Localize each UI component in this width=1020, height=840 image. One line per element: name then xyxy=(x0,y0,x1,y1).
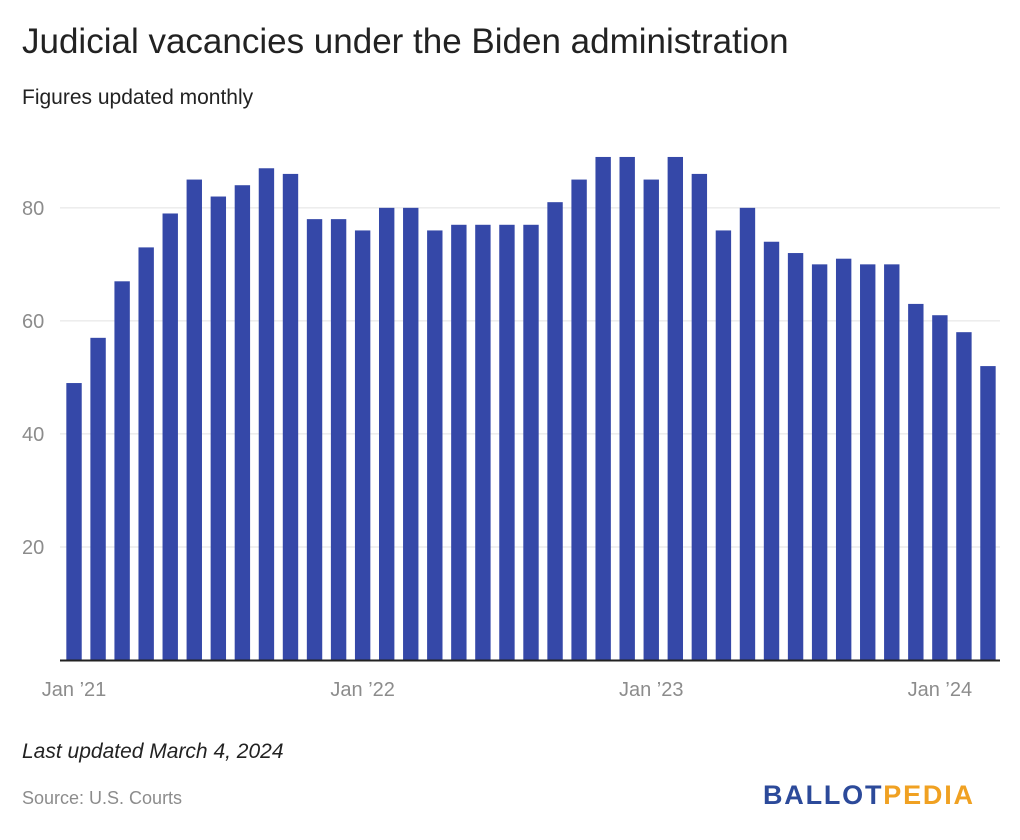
bar xyxy=(258,168,275,660)
bar xyxy=(619,156,635,660)
bar xyxy=(162,213,178,660)
logo-pedia-text: PEDIA xyxy=(883,780,975,810)
ballotpedia-logo: BALLOTPEDIA xyxy=(763,780,975,811)
y-tick-label: 40 xyxy=(22,424,44,446)
y-tick-label: 80 xyxy=(22,198,44,220)
bar xyxy=(667,156,684,660)
bar xyxy=(547,202,563,660)
bar xyxy=(523,224,539,661)
x-tick-label: Jan ’21 xyxy=(42,679,107,701)
chart-subtitle: Figures updated monthly xyxy=(22,86,254,109)
bar xyxy=(643,179,659,660)
bar xyxy=(186,179,202,660)
bar xyxy=(956,332,972,660)
bar xyxy=(932,315,948,660)
bar xyxy=(860,264,876,660)
bar xyxy=(835,258,852,660)
bar xyxy=(715,230,732,660)
bar xyxy=(980,366,996,660)
x-tick-label: Jan ’22 xyxy=(330,679,395,701)
bar xyxy=(739,207,756,660)
bar-chart: 20 40 60 80 Jan ’21 Jan ’22 Jan ’23 Jan ’24 xyxy=(22,156,1000,701)
bar xyxy=(306,219,323,660)
y-tick-label: 20 xyxy=(22,537,44,559)
x-tick-label: Jan ’24 xyxy=(908,679,973,701)
bar xyxy=(378,207,395,660)
source-note: Source: U.S. Courts xyxy=(22,788,183,808)
bar xyxy=(787,253,804,660)
bar xyxy=(451,224,467,661)
bar xyxy=(884,264,900,660)
bar xyxy=(691,173,708,661)
bar xyxy=(908,303,924,660)
bar xyxy=(282,173,299,661)
bar xyxy=(595,156,611,660)
y-tick-label: 60 xyxy=(22,311,44,333)
bar xyxy=(234,185,251,660)
bar xyxy=(138,247,154,660)
bar xyxy=(330,219,347,660)
bar xyxy=(90,337,106,660)
bar xyxy=(114,281,130,660)
bar xyxy=(763,241,780,660)
bar xyxy=(811,264,828,660)
x-tick-label: Jan ’23 xyxy=(619,679,684,701)
last-updated-note: Last updated March 4, 2024 xyxy=(22,740,284,763)
chart-title: Judicial vacancies under the Biden admin… xyxy=(22,22,789,61)
bar xyxy=(499,224,515,661)
bar xyxy=(210,196,227,661)
bar xyxy=(66,383,82,660)
bar xyxy=(571,179,587,660)
bar xyxy=(475,224,491,661)
bar xyxy=(403,207,419,660)
bar xyxy=(354,230,371,660)
logo-ballot-text: BALLOT xyxy=(763,780,884,810)
bar xyxy=(427,230,443,660)
